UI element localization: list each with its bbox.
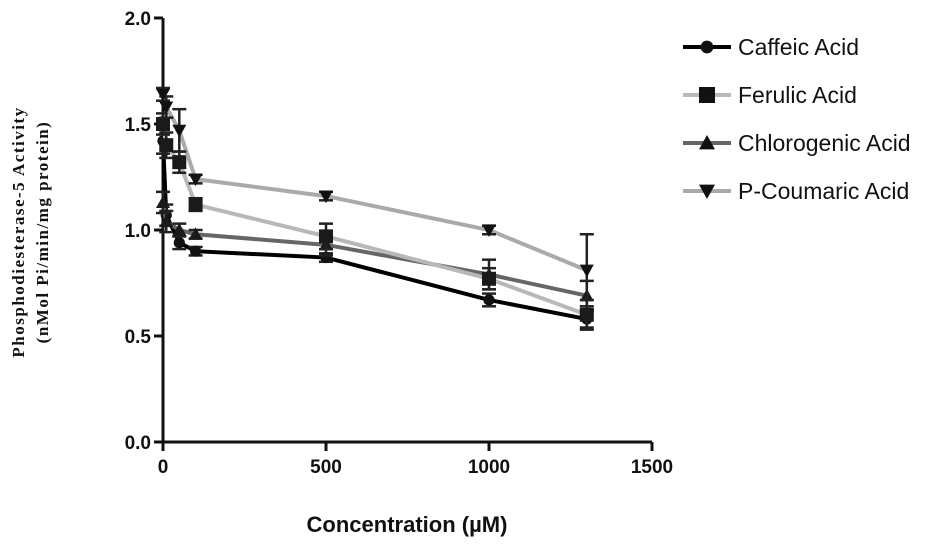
data-point (159, 138, 174, 153)
ticks: 0.0 0.5 1.0 1.5 2.0 0 500 1000 1500 (125, 9, 674, 478)
y-axis-title-line-2: (nMol Pi/min/mg protein) (33, 121, 52, 344)
series-p-coumaric-acid (156, 86, 594, 308)
x-tick-label: 0 (158, 457, 169, 478)
y-axis-title: Phosphodiesterase-5 Activity (nMol Pi/mi… (9, 106, 52, 357)
legend-marker (700, 40, 714, 54)
data-point (188, 173, 203, 187)
y-tick-label: 1.5 (125, 115, 152, 136)
axes (161, 18, 652, 444)
data-point (159, 101, 174, 115)
y-tick-label: 1.0 (125, 221, 151, 242)
data-point (172, 155, 187, 170)
y-tick-label: 0.0 (125, 433, 151, 454)
legend: Caffeic Acid Ferulic Acid Chlorogenic Acid… (683, 34, 911, 204)
data-point (156, 195, 170, 209)
data-point (482, 271, 496, 286)
series-layer (156, 86, 594, 331)
legend-label: Ferulic Acid (738, 82, 857, 108)
data-point (159, 214, 174, 228)
data-point (319, 190, 333, 204)
legend-marker (699, 135, 715, 150)
data-point (172, 223, 187, 236)
data-point (156, 88, 170, 102)
legend-item: Chlorogenic Acid (683, 130, 911, 156)
series-line (161, 123, 588, 317)
data-point (188, 197, 203, 212)
x-tick-label: 1500 (631, 457, 673, 478)
data-point (156, 117, 170, 131)
series-ferulic-acid (156, 112, 594, 331)
legend-marker (699, 87, 715, 103)
x-tick-label: 500 (310, 457, 342, 478)
data-point (579, 264, 594, 278)
legend-item: P-Coumaric Acid (683, 178, 909, 204)
legend-item: Ferulic Acid (683, 82, 857, 108)
x-axis-title: Concentration (µM) (307, 512, 508, 537)
data-point (172, 124, 187, 138)
x-tick-label: 1000 (468, 457, 510, 478)
data-point (188, 227, 203, 240)
data-point (482, 224, 496, 237)
data-point (190, 245, 202, 257)
y-axis-title-line-1: Phosphodiesterase-5 Activity (9, 106, 28, 357)
data-point (579, 307, 594, 322)
legend-label: P-Coumaric Acid (738, 178, 909, 204)
y-tick-label: 0.5 (125, 327, 152, 348)
legend-label: Caffeic Acid (738, 34, 859, 60)
series-line (161, 93, 588, 273)
data-point (483, 294, 495, 306)
legend-label: Chlorogenic Acid (738, 130, 911, 156)
legend-item: Caffeic Acid (683, 34, 859, 60)
legend-marker (699, 184, 715, 199)
series-caffeic-acid (156, 126, 594, 329)
data-point (319, 229, 333, 244)
data-point (173, 237, 185, 249)
y-tick-label: 2.0 (125, 9, 151, 30)
